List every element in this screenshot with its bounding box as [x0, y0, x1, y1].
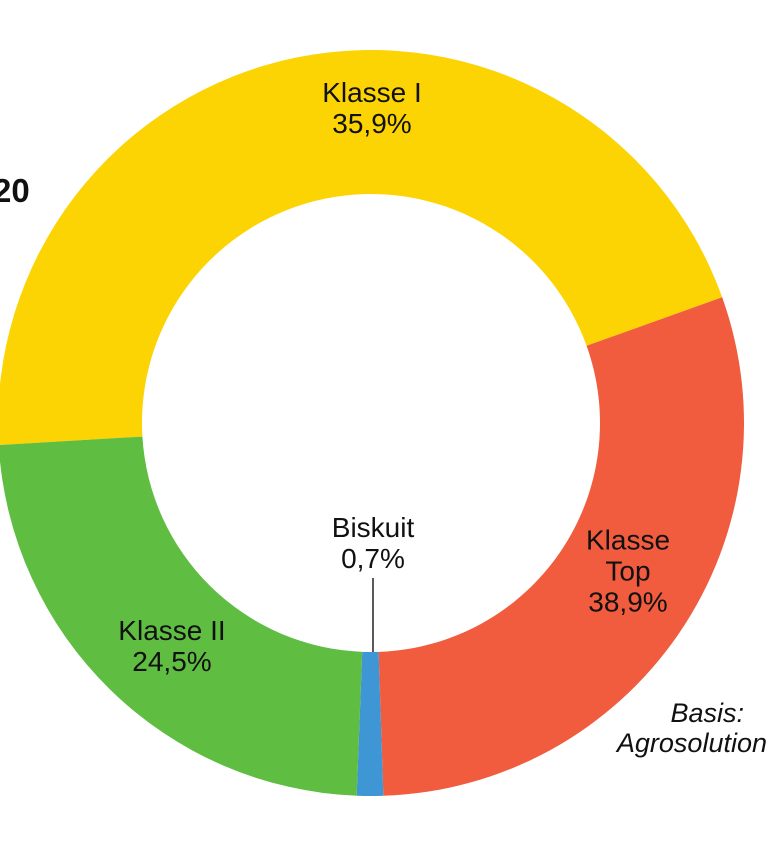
label-klasse-ii-value: 24,5% — [132, 646, 212, 677]
segment-klasse-i — [0, 50, 723, 446]
label-biskuit-name: Biskuit — [331, 512, 415, 543]
label-klasse-top-name-line1: Klasse — [585, 524, 671, 556]
title-fragment: 20 — [0, 172, 30, 209]
label-klasse-top-name-line2: Top — [605, 555, 651, 587]
label-biskuit: Biskuit 0,7% — [332, 512, 414, 574]
label-klasse-i-name: Klasse I — [322, 77, 422, 108]
segment-biskuit — [356, 651, 384, 796]
label-klasse-ii-name: Klasse II — [118, 615, 226, 646]
source-note-line2: Agrosolution — [616, 728, 767, 758]
label-biskuit-value: 0,7% — [341, 543, 405, 574]
label-klasse-top-value: 38,9% — [588, 586, 668, 618]
segment-klasse-top — [378, 297, 744, 796]
label-klasse-i: Klasse I 35,9% — [322, 77, 422, 139]
label-klasse-i-value: 35,9% — [332, 108, 412, 139]
source-note-line1: Basis: — [670, 698, 744, 728]
segment-klasse-ii — [0, 436, 363, 796]
label-klasse-top: Klasse Top 38,9% — [586, 525, 670, 618]
label-klasse-ii: Klasse II 24,5% — [118, 615, 225, 677]
